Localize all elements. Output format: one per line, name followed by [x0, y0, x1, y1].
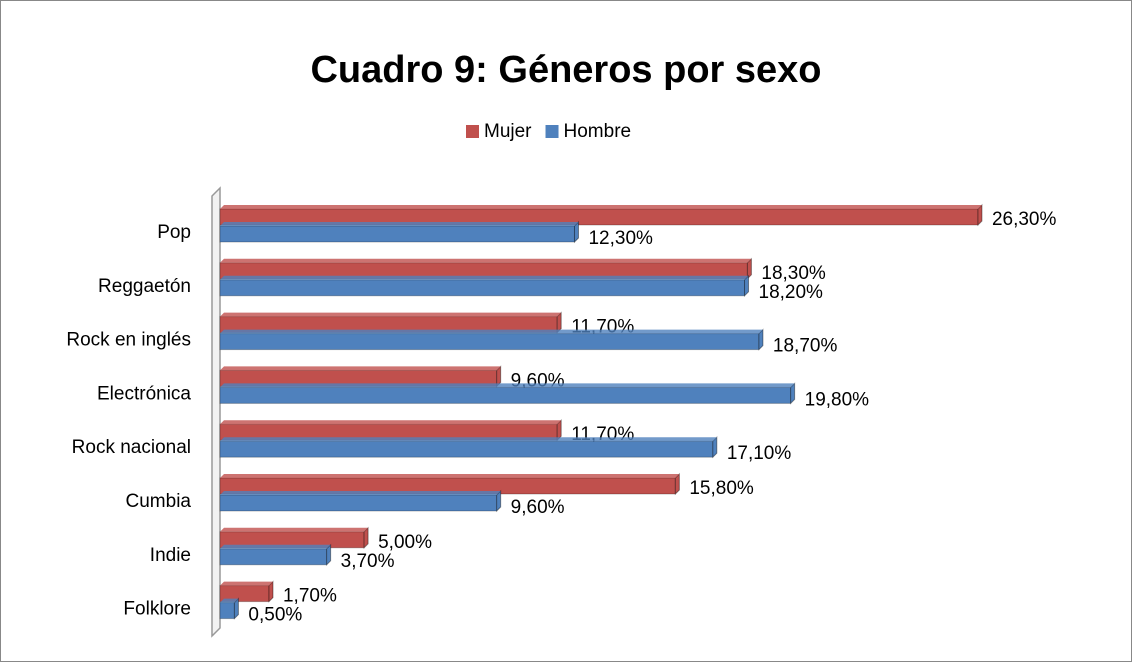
data-label: 18,20% [759, 282, 824, 303]
y-tick-label: Rock nacional [72, 437, 191, 458]
legend-swatch [545, 125, 559, 138]
bar [219, 333, 760, 351]
data-label: 0,50% [248, 605, 302, 626]
bar-cap [712, 435, 718, 459]
data-label: 15,80% [689, 478, 754, 499]
data-label: 17,10% [727, 443, 792, 464]
bar-top [220, 474, 680, 478]
bar-cap [674, 472, 680, 496]
bar [219, 386, 792, 404]
bar [219, 440, 714, 458]
bar-top [220, 544, 331, 549]
y-tick-label: Cumbia [126, 491, 192, 512]
bar-cap [758, 328, 764, 351]
data-label: 9,60% [511, 497, 565, 518]
bar-top [220, 366, 501, 371]
bar-top [220, 275, 749, 280]
y-tick-label: Pop [157, 222, 191, 243]
bar [219, 494, 498, 512]
data-label: 26,30% [992, 209, 1057, 230]
bar-cap [556, 311, 562, 334]
bar [219, 548, 328, 566]
data-label: 18,70% [773, 336, 838, 357]
bar [219, 225, 575, 243]
bar-top [220, 581, 273, 586]
bar-top [220, 258, 752, 263]
legend-swatch [466, 125, 479, 138]
bar-top [220, 437, 717, 442]
bar-top [220, 312, 562, 317]
bar-top [220, 527, 369, 532]
y-tick-label: Folklore [123, 599, 191, 620]
bar [219, 602, 235, 620]
y-tick-label: Electrónica [97, 383, 191, 404]
data-label: 3,70% [341, 551, 395, 572]
y-tick-label: Reggaetón [98, 276, 191, 297]
bar-top [220, 598, 239, 603]
data-label: 12,30% [588, 228, 653, 249]
bar-cap [744, 274, 750, 298]
data-label: 5,00% [378, 532, 432, 553]
bar-top [220, 329, 763, 334]
y-tick-label: Rock en inglés [66, 330, 191, 351]
bar-cap [977, 203, 983, 227]
legend-label: Mujer [484, 121, 532, 142]
chart-title: Cuadro 9: Géneros por sexo [310, 49, 821, 91]
bar-cap [556, 418, 562, 442]
bar-cap [573, 220, 579, 244]
legend-label: Hombre [564, 121, 632, 142]
bar [219, 279, 746, 297]
axis-wall [211, 186, 221, 638]
bar-top [220, 383, 795, 388]
data-label: 19,80% [805, 389, 870, 410]
y-tick-label: Indie [150, 545, 191, 566]
data-label: 1,70% [283, 586, 337, 607]
bar-top [220, 222, 579, 226]
bar-top [220, 420, 562, 425]
bar-cap [746, 257, 752, 281]
data-label: 18,30% [761, 263, 826, 284]
bar-top [220, 491, 501, 495]
bar-top [220, 205, 982, 209]
bar-cap [790, 382, 796, 405]
